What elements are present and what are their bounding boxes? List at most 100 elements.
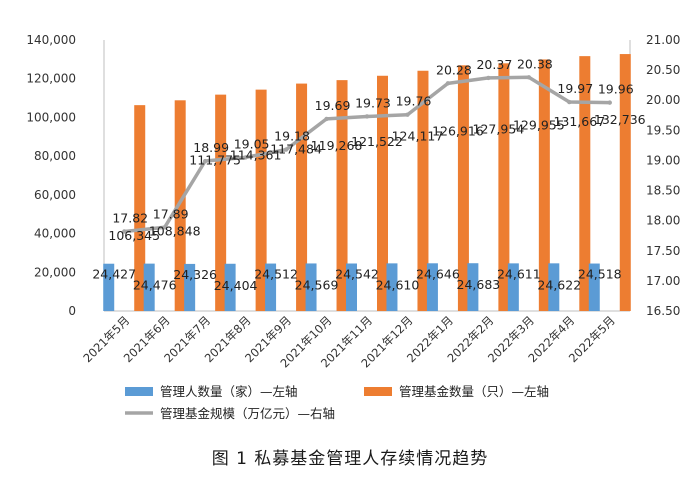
- bar-funds: [457, 65, 469, 311]
- line-point: [283, 147, 289, 152]
- bar-funds: [498, 63, 510, 312]
- right-tick-label: 18.50: [646, 184, 680, 198]
- legend-label-scale: 管理基金规模（万亿元）—右轴: [160, 406, 335, 421]
- left-tick-label: 140,000: [26, 33, 76, 47]
- label-funds: 106,345: [108, 228, 160, 243]
- label-managers: 24,622: [537, 277, 581, 292]
- bar-funds: [134, 105, 146, 312]
- label-scale: 20.28: [436, 62, 472, 77]
- bar-managers: [426, 263, 438, 311]
- figure-caption: 图 1 私募基金管理人存续情况趋势: [211, 449, 489, 469]
- left-tick-label: 0: [68, 304, 76, 318]
- bar-managers: [143, 263, 155, 311]
- label-funds: 121,522: [351, 134, 403, 149]
- line-point: [486, 75, 491, 81]
- left-tick-label: 120,000: [26, 72, 76, 86]
- label-managers: 24,326: [173, 267, 217, 282]
- label-funds: 111,775: [189, 153, 241, 168]
- bar-funds: [174, 100, 186, 312]
- label-funds: 117,484: [270, 142, 322, 157]
- bar-funds: [296, 83, 308, 312]
- line-point: [405, 112, 410, 117]
- legend-label-funds: 管理基金数量（只）—左轴: [399, 384, 549, 399]
- bar-funds: [538, 59, 550, 312]
- bar-managers: [588, 263, 600, 311]
- label-funds: 131,667: [553, 114, 605, 129]
- label-managers: 24,542: [335, 266, 379, 281]
- line-point: [445, 81, 451, 86]
- label-managers: 24,512: [254, 267, 298, 282]
- bar-managers: [103, 263, 115, 311]
- left-tick-label: 80,000: [34, 149, 76, 163]
- label-managers: 24,611: [497, 266, 541, 281]
- line-point: [364, 114, 370, 119]
- line-point: [202, 158, 208, 164]
- legend-swatch-funds: [364, 387, 392, 396]
- bar-managers: [265, 263, 277, 311]
- label-managers: 24,476: [133, 278, 177, 293]
- bar-managers: [386, 263, 398, 311]
- line-point: [526, 75, 532, 80]
- chart-svg: 0 20,000 40,000 60,000 80,000 100,000 120,000 1…: [26, 33, 680, 421]
- label-scale: 19.18: [274, 129, 310, 144]
- bar-managers: [224, 263, 236, 311]
- label-funds: 114,361: [230, 148, 282, 163]
- right-tick-label: 17.50: [646, 244, 680, 258]
- bar-funds: [377, 75, 388, 311]
- label-managers: 24,518: [578, 267, 622, 282]
- right-tick-label: 20.50: [646, 63, 680, 77]
- bar-managers: [305, 263, 317, 311]
- bar-funds: [579, 56, 591, 311]
- bar-funds: [417, 70, 429, 311]
- bar-managers: [507, 263, 519, 311]
- right-tick-label: 20.00: [646, 93, 680, 107]
- line-point: [607, 100, 612, 105]
- right-tick-label: 16.50: [646, 304, 680, 318]
- bar-managers: [467, 263, 479, 311]
- label-managers: 24,646: [416, 266, 460, 281]
- bar-funds: [215, 94, 227, 312]
- line-point: [122, 229, 127, 234]
- left-tick-label: 20,000: [34, 265, 76, 279]
- right-tick-label: 19.00: [646, 153, 680, 167]
- label-scale: 20.38: [517, 56, 553, 71]
- right-tick-label: 19.50: [646, 123, 680, 137]
- label-managers: 24,404: [214, 278, 258, 293]
- bar-managers: [548, 263, 560, 311]
- label-managers: 24,569: [295, 277, 339, 292]
- label-scale: 19.96: [598, 82, 634, 97]
- right-tick-label: 18.00: [646, 214, 680, 228]
- bar-managers: [346, 263, 357, 311]
- label-managers: 24,683: [457, 277, 501, 292]
- bar-managers: [184, 263, 196, 311]
- label-funds: 124,117: [392, 129, 444, 144]
- label-scale: 18.99: [193, 140, 229, 155]
- bar-funds: [619, 54, 631, 311]
- label-funds: 126,916: [432, 123, 484, 138]
- label-funds: 129,955: [513, 117, 565, 132]
- label-funds: 127,954: [473, 121, 525, 136]
- line-point: [243, 155, 248, 160]
- label-scale: 20.37: [476, 57, 512, 72]
- line-point: [162, 225, 167, 230]
- label-managers: 24,610: [376, 277, 420, 292]
- line-point: [567, 99, 572, 105]
- label-scale: 17.89: [153, 206, 189, 221]
- legend-swatch-managers: [125, 387, 153, 396]
- right-tick-label: 21.00: [646, 33, 680, 47]
- label-funds: 119,268: [311, 138, 363, 153]
- label-funds: 108,848: [149, 223, 201, 238]
- label-funds: 132,736: [594, 112, 646, 127]
- bar-funds: [255, 89, 267, 311]
- legend-label-managers: 管理人数量（家）—左轴: [160, 384, 298, 399]
- label-scale: 19.69: [315, 98, 351, 113]
- left-tick-label: 100,000: [26, 110, 76, 124]
- left-tick-label: 60,000: [34, 188, 76, 202]
- bar-funds: [336, 80, 348, 311]
- right-tick-label: 17.00: [646, 274, 680, 288]
- label-scale: 19.97: [557, 81, 593, 96]
- label-scale: 19.73: [355, 95, 391, 110]
- label-managers: 24,427: [92, 267, 136, 282]
- line-point: [324, 116, 329, 122]
- left-tick-label: 40,000: [34, 227, 76, 241]
